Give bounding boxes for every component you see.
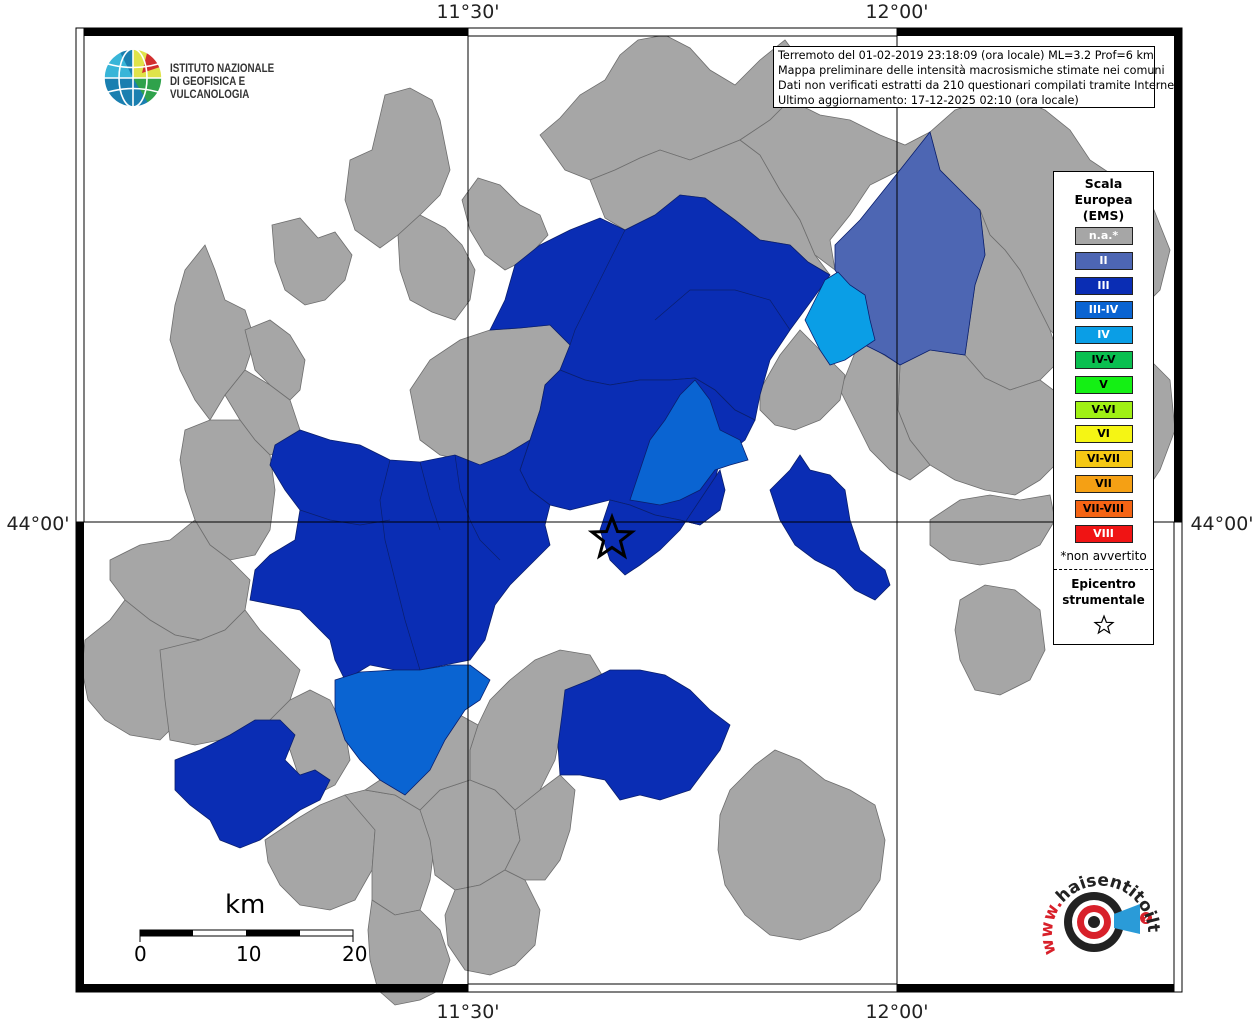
legend-title-line2: Europea bbox=[1074, 192, 1133, 207]
legend-items: n.a.* II III III-IV IV IV-V V V-VI VI VI-VII VII VI… bbox=[1054, 227, 1153, 543]
municipality-na bbox=[344, 87, 451, 249]
graticule bbox=[76, 28, 1182, 992]
municipality-na bbox=[504, 774, 576, 881]
municipality-intensity-IV bbox=[804, 271, 876, 366]
ingv-name: ISTITUTO NAZIONALE DI GEOFISICA E VULCAN… bbox=[170, 63, 306, 102]
municipality-III-IV bbox=[629, 379, 749, 506]
legend-item-2: III bbox=[1074, 276, 1133, 295]
tick-label-lat-left: 44°00' bbox=[6, 513, 69, 535]
legend-item-4: IV bbox=[1074, 326, 1133, 345]
legend-title: Scala Europea (EMS) bbox=[1054, 176, 1153, 224]
tick-label-lat-right: 44°00' bbox=[1190, 513, 1253, 535]
tick-label-lon-top-left: 11°30' bbox=[436, 1, 499, 23]
municipality-na bbox=[839, 339, 931, 481]
legend-item-3: III-IV bbox=[1074, 301, 1133, 320]
municipality-na bbox=[179, 419, 276, 561]
legend-item-7: V-VI bbox=[1074, 400, 1133, 419]
legend-item-11: VII-VIII bbox=[1074, 499, 1133, 518]
municipality-na bbox=[269, 689, 351, 796]
scale-label-10: 10 bbox=[236, 942, 262, 966]
scale-bar: km 0 10 20 bbox=[130, 890, 370, 970]
municipality-na bbox=[444, 869, 541, 976]
event-info-line-2: Mappa preliminare delle intensità macros… bbox=[778, 64, 1165, 77]
legend-note: *non avvertito bbox=[1060, 549, 1147, 564]
event-info-line-1: Terremoto del 01-02-2019 23:18:09 (ora l… bbox=[778, 49, 1154, 62]
municipality-na bbox=[717, 749, 886, 941]
legend-separator bbox=[1054, 569, 1153, 571]
municipality-III bbox=[249, 429, 551, 681]
municipality-na bbox=[367, 899, 451, 1006]
legend-item-0: n.a.* bbox=[1074, 227, 1133, 245]
tick-label-lon-bottom-left: 11°30' bbox=[436, 1001, 499, 1023]
epicenter-star-icon bbox=[587, 512, 637, 560]
event-info-line-3: Dati non verificati estratti da 210 ques… bbox=[778, 79, 1183, 92]
municipality-III-IV bbox=[334, 664, 491, 796]
legend-item-9: VI-VII bbox=[1074, 450, 1133, 469]
svg-text:?: ? bbox=[1143, 915, 1148, 925]
municipalities-intensity-III bbox=[174, 194, 891, 849]
event-info-line-4: Ultimo aggiornamento: 17-12-2025 02:10 (… bbox=[778, 94, 1079, 107]
scale-bar-graphic bbox=[139, 929, 354, 942]
scale-label-0: 0 bbox=[134, 942, 147, 966]
municipality-III bbox=[174, 719, 331, 849]
ingv-logo: ISTITUTO NAZIONALE DI GEOFISICA E VULCAN… bbox=[100, 46, 330, 110]
municipality-na bbox=[397, 214, 476, 321]
ingv-globe-icon bbox=[103, 48, 163, 108]
ingv-name-line2: DI GEOFISICA E VULCANOLOGIA bbox=[170, 76, 250, 101]
legend-title-line1: Scala bbox=[1084, 176, 1123, 191]
legend-item-10: VII bbox=[1074, 474, 1133, 493]
map-frame bbox=[75, 27, 1183, 993]
legend-epicenter-line2: strumentale bbox=[1062, 593, 1145, 608]
scale-unit: km bbox=[225, 890, 266, 920]
legend-title-line3: (EMS) bbox=[1082, 208, 1125, 223]
ems-legend: Scala Europea (EMS) n.a.* II III III-IV IV IV… bbox=[1053, 171, 1154, 645]
legend-item-8: VI bbox=[1074, 425, 1133, 444]
municipality-na bbox=[954, 584, 1046, 696]
ingv-name-line1: ISTITUTO NAZIONALE bbox=[170, 63, 275, 75]
legend-star-icon bbox=[1054, 614, 1153, 640]
legend-item-1: II bbox=[1074, 251, 1133, 270]
scale-label-20: 20 bbox=[342, 942, 368, 966]
municipalities-intensity-III-IV bbox=[334, 379, 749, 796]
legend-item-5: IV-V bbox=[1074, 350, 1133, 369]
municipality-na bbox=[461, 177, 549, 271]
municipality-na bbox=[271, 217, 353, 306]
tick-label-lon-bottom-right: 12°00' bbox=[865, 1001, 928, 1023]
haisentito-logo: ? www.haisentitoilterremoto.it bbox=[1021, 845, 1165, 980]
municipality-na bbox=[929, 494, 1056, 566]
municipality-na bbox=[244, 319, 306, 401]
event-info-box: Terremoto del 01-02-2019 23:18:09 (ora l… bbox=[773, 46, 1183, 108]
seismograph-target-icon: ? bbox=[1064, 892, 1152, 952]
legend-epicenter-line1: Epicentro bbox=[1071, 577, 1136, 592]
tick-label-lon-top-right: 12°00' bbox=[865, 1, 928, 23]
municipality-III bbox=[769, 454, 891, 601]
legend-epicenter-label: Epicentro strumentale bbox=[1054, 576, 1153, 608]
municipality-III bbox=[557, 669, 731, 801]
legend-item-6: V bbox=[1074, 375, 1133, 394]
legend-item-12: VIII bbox=[1074, 524, 1133, 543]
